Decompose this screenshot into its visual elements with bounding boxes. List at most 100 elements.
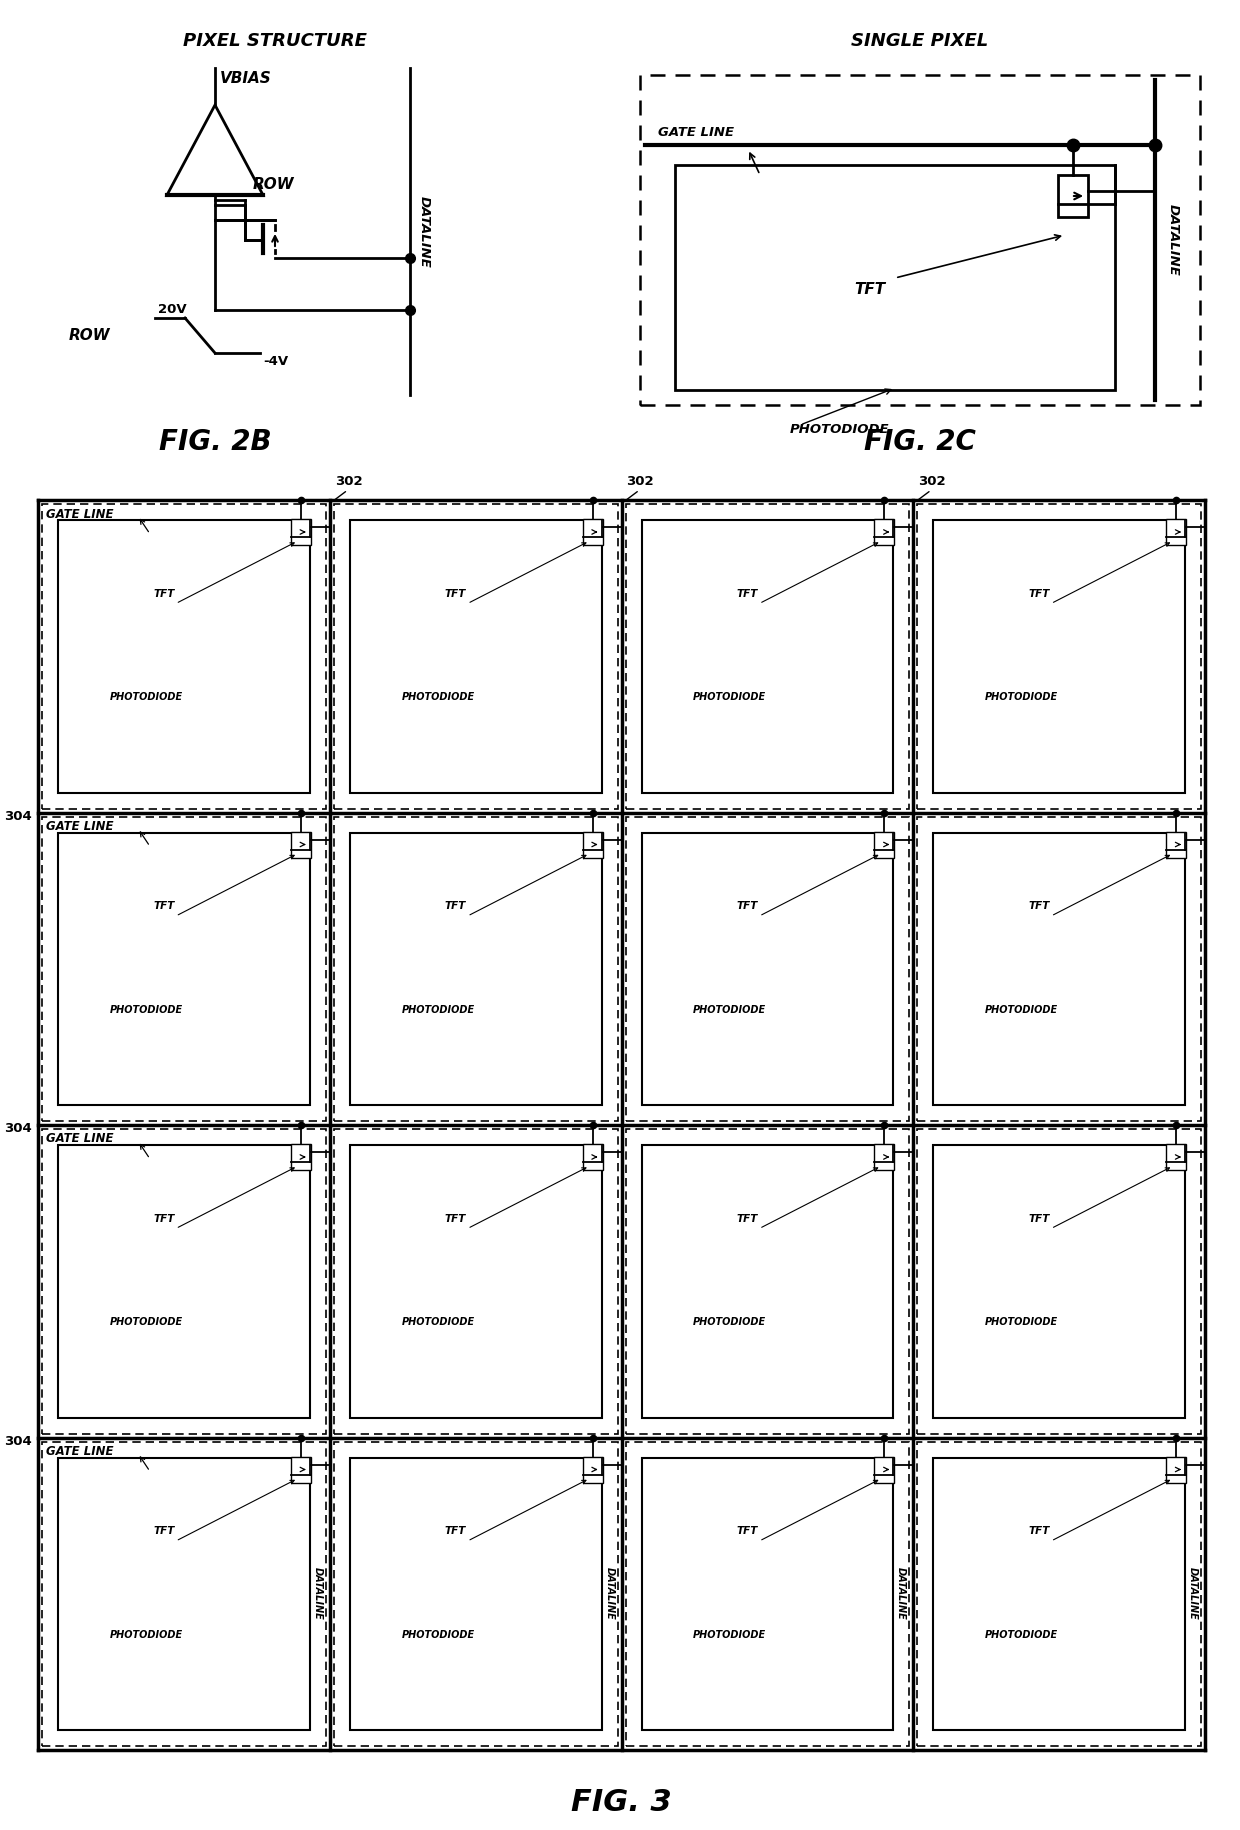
Bar [58,1457,310,1729]
Text: PHOTODIODE: PHOTODIODE [109,692,182,703]
Bar [625,1442,909,1746]
Text: PHOTODIODE: PHOTODIODE [985,1318,1058,1327]
Text: TFT: TFT [445,1213,466,1224]
Text: PHOTODIODE: PHOTODIODE [109,1318,182,1327]
Text: TFT: TFT [1028,1213,1050,1224]
Text: PHOTODIODE: PHOTODIODE [693,1318,766,1327]
Text: TFT: TFT [737,1526,758,1535]
Text: GATE LINE: GATE LINE [658,126,734,139]
Text: FIG. 3: FIG. 3 [572,1788,672,1817]
Text: PHOTODIODE: PHOTODIODE [693,1005,766,1014]
Bar [334,503,618,809]
Bar [58,1146,310,1418]
Text: TFT: TFT [445,589,466,598]
Text: VBIAS: VBIAS [219,71,272,86]
Text: TFT: TFT [737,589,758,598]
Text: TFT: TFT [737,900,758,911]
Text: -4V: -4V [263,355,288,368]
Text: ROW: ROW [253,178,295,192]
Text: TFT: TFT [854,282,885,298]
Text: DATALINE: DATALINE [1188,1566,1198,1620]
Text: 302: 302 [335,476,362,489]
Bar [918,1442,1202,1746]
Bar [42,816,326,1122]
Bar [58,833,310,1105]
Text: PHOTODIODE: PHOTODIODE [693,692,766,703]
Bar [934,520,1185,792]
Text: PHOTODIODE: PHOTODIODE [985,1005,1058,1014]
Text: TFT: TFT [153,589,175,598]
Text: GATE LINE: GATE LINE [46,507,114,520]
Bar [1058,176,1087,218]
Bar [290,831,311,858]
Bar [334,1442,618,1746]
Text: PHOTODIODE: PHOTODIODE [402,1631,475,1640]
Bar [42,1442,326,1746]
Text: 302: 302 [626,476,655,489]
Text: 304: 304 [4,1435,32,1448]
Bar [350,833,601,1105]
Text: TFT: TFT [737,1213,758,1224]
Bar [350,1146,601,1418]
Text: SINGLE PIXEL: SINGLE PIXEL [852,31,988,49]
Bar [350,1457,601,1729]
Bar [1166,520,1185,545]
Text: PHOTODIODE: PHOTODIODE [402,1005,475,1014]
Bar [640,75,1200,404]
Text: PHOTODIODE: PHOTODIODE [790,423,889,436]
Text: PHOTODIODE: PHOTODIODE [109,1631,182,1640]
Text: 304: 304 [4,1122,32,1135]
Text: TFT: TFT [153,900,175,911]
Bar [934,1146,1185,1418]
Text: GATE LINE: GATE LINE [46,1446,114,1459]
Bar [583,520,603,545]
Text: TFT: TFT [153,1526,175,1535]
Bar [641,1146,893,1418]
Text: DATALINE: DATALINE [1167,205,1179,276]
Text: PHOTODIODE: PHOTODIODE [402,692,475,703]
Bar [1166,1144,1185,1169]
Bar [641,520,893,792]
Text: GATE LINE: GATE LINE [46,820,114,833]
Text: PHOTODIODE: PHOTODIODE [985,1631,1058,1640]
Text: TFT: TFT [1028,1526,1050,1535]
Bar [350,520,601,792]
Text: GATE LINE: GATE LINE [46,1133,114,1146]
Bar [641,1457,893,1729]
Bar [934,833,1185,1105]
Text: TFT: TFT [445,900,466,911]
Bar [583,1144,603,1169]
Text: DATALINE: DATALINE [605,1566,615,1620]
Text: DATALINE: DATALINE [897,1566,906,1620]
Text: TFT: TFT [153,1213,175,1224]
Bar [625,816,909,1122]
Text: PHOTODIODE: PHOTODIODE [985,692,1058,703]
Bar [625,503,909,809]
Bar [334,816,618,1122]
Text: 304: 304 [4,811,32,824]
Bar [1166,831,1185,858]
Bar [874,1144,894,1169]
Text: DATALINE: DATALINE [312,1566,322,1620]
Bar [874,831,894,858]
Bar [625,1129,909,1433]
Bar [583,1457,603,1482]
Text: TFT: TFT [1028,900,1050,911]
Bar [1166,1457,1185,1482]
Bar [918,1129,1202,1433]
Bar [874,520,894,545]
Text: PHOTODIODE: PHOTODIODE [109,1005,182,1014]
Bar [290,1457,311,1482]
Text: PIXEL STRUCTURE: PIXEL STRUCTURE [184,31,367,49]
Bar [290,520,311,545]
Text: FIG. 2C: FIG. 2C [864,428,976,456]
Text: TFT: TFT [445,1526,466,1535]
Bar [42,503,326,809]
Text: PHOTODIODE: PHOTODIODE [402,1318,475,1327]
Text: ROW: ROW [68,328,110,342]
Bar [641,833,893,1105]
Bar [918,816,1202,1122]
Bar [42,1129,326,1433]
Text: TFT: TFT [1028,589,1050,598]
Text: 20V: 20V [157,304,187,317]
